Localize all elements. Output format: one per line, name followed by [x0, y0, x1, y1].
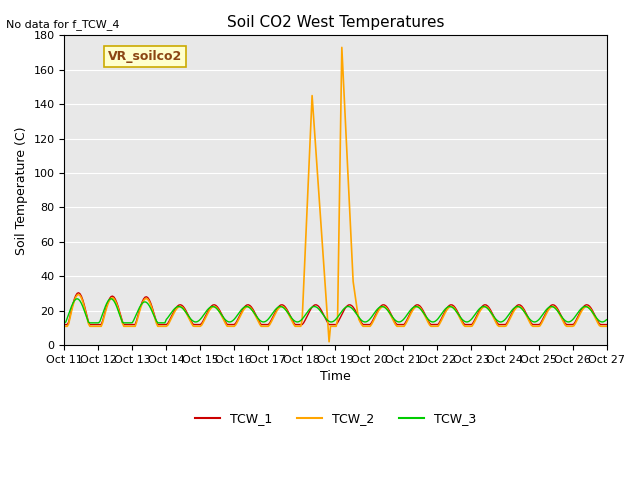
TCW_1: [603, 322, 611, 327]
TCW_3: [341, 305, 349, 311]
TCW_3: [74, 296, 81, 301]
TCW_1: [97, 322, 105, 327]
TCW_1: [341, 306, 349, 312]
TCW_3: [603, 317, 611, 323]
TCW_3: [529, 319, 537, 324]
TCW_2: [450, 305, 458, 311]
TCW_2: [338, 45, 346, 50]
TCW_1: [81, 302, 88, 308]
TCW_2: [96, 324, 104, 329]
Text: VR_soilco2: VR_soilco2: [108, 50, 182, 63]
X-axis label: Time: Time: [320, 371, 351, 384]
Y-axis label: Soil Temperature (C): Soil Temperature (C): [15, 126, 28, 254]
TCW_2: [342, 132, 350, 138]
TCW_1: [61, 322, 68, 327]
Text: No data for f_TCW_4: No data for f_TCW_4: [6, 19, 120, 30]
TCW_3: [61, 320, 68, 326]
TCW_1: [75, 290, 83, 296]
TCW_2: [325, 339, 333, 345]
TCW_1: [529, 322, 537, 327]
TCW_2: [601, 324, 609, 329]
TCW_2: [603, 324, 611, 329]
TCW_2: [61, 324, 68, 329]
Legend: TCW_1, TCW_2, TCW_3: TCW_1, TCW_2, TCW_3: [189, 407, 481, 430]
TCW_3: [600, 319, 607, 324]
TCW_2: [531, 324, 538, 329]
TCW_2: [79, 299, 86, 305]
TCW_3: [81, 308, 88, 313]
TCW_3: [449, 304, 456, 310]
TCW_1: [449, 302, 456, 308]
Title: Soil CO2 West Temperatures: Soil CO2 West Temperatures: [227, 15, 444, 30]
TCW_3: [97, 315, 105, 321]
Line: TCW_1: TCW_1: [65, 293, 607, 324]
TCW_1: [600, 322, 607, 327]
Line: TCW_3: TCW_3: [65, 299, 607, 323]
Line: TCW_2: TCW_2: [65, 48, 607, 342]
